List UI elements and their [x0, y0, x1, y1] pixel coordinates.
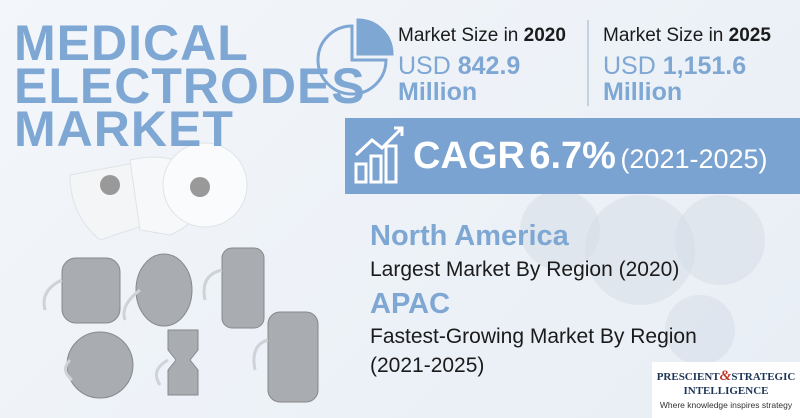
logo-word: INTELLIGENCE	[683, 385, 769, 397]
cagr-label: CAGR	[413, 135, 525, 177]
label: Market Size in	[603, 25, 724, 46]
region-name: North America	[370, 220, 569, 252]
year: 2020	[523, 25, 566, 46]
cagr: CAGR 6.7% (2021-2025)	[413, 135, 768, 178]
cagr-banner	[345, 118, 800, 194]
region-name: APAC	[370, 288, 451, 320]
unit: Million	[398, 78, 478, 106]
region-description: Largest Market By Region (2020)	[370, 258, 680, 281]
cagr-value: 6.7%	[529, 135, 616, 177]
cloth-electrodes	[61, 247, 319, 403]
pie-icon	[316, 18, 394, 96]
logo-word: STRATEGIC	[731, 371, 796, 383]
market-size-label: Market Size in 2020	[398, 25, 566, 47]
logo: PRESCIENT&STRATEGIC INTELLIGENCE Where k…	[652, 362, 800, 418]
currency: USD	[398, 52, 451, 80]
amount: 1,151.6	[662, 52, 747, 80]
title-line: MARKET	[14, 101, 234, 157]
cagr-period: (2021-2025)	[620, 144, 768, 174]
market-size-value: USD 1,151.6	[603, 52, 746, 81]
foam-electrodes	[69, 142, 248, 241]
logo-amp: &	[719, 368, 732, 384]
region-description: Fastest-Growing Market By Region	[370, 325, 697, 348]
logo-name: PRESCIENT&STRATEGIC	[652, 368, 800, 385]
lead-wires	[42, 268, 269, 386]
title-line: MEDICAL	[14, 15, 249, 71]
market-size-label: Market Size in 2025	[603, 25, 771, 47]
growth-icon	[354, 126, 404, 184]
amount: 842.9	[457, 52, 521, 80]
unit: Million	[603, 78, 683, 106]
region-description: (2021-2025)	[370, 354, 485, 377]
title-line: ELECTRODES	[14, 58, 366, 114]
market-size-value: USD 842.9	[398, 52, 520, 81]
currency: USD	[603, 52, 656, 80]
map-dots	[520, 190, 765, 365]
year: 2025	[728, 25, 771, 46]
label: Market Size in	[398, 25, 519, 46]
logo-tagline: Where knowledge inspires strategy	[659, 400, 793, 410]
logo-word: PRESCIENT	[656, 371, 720, 383]
